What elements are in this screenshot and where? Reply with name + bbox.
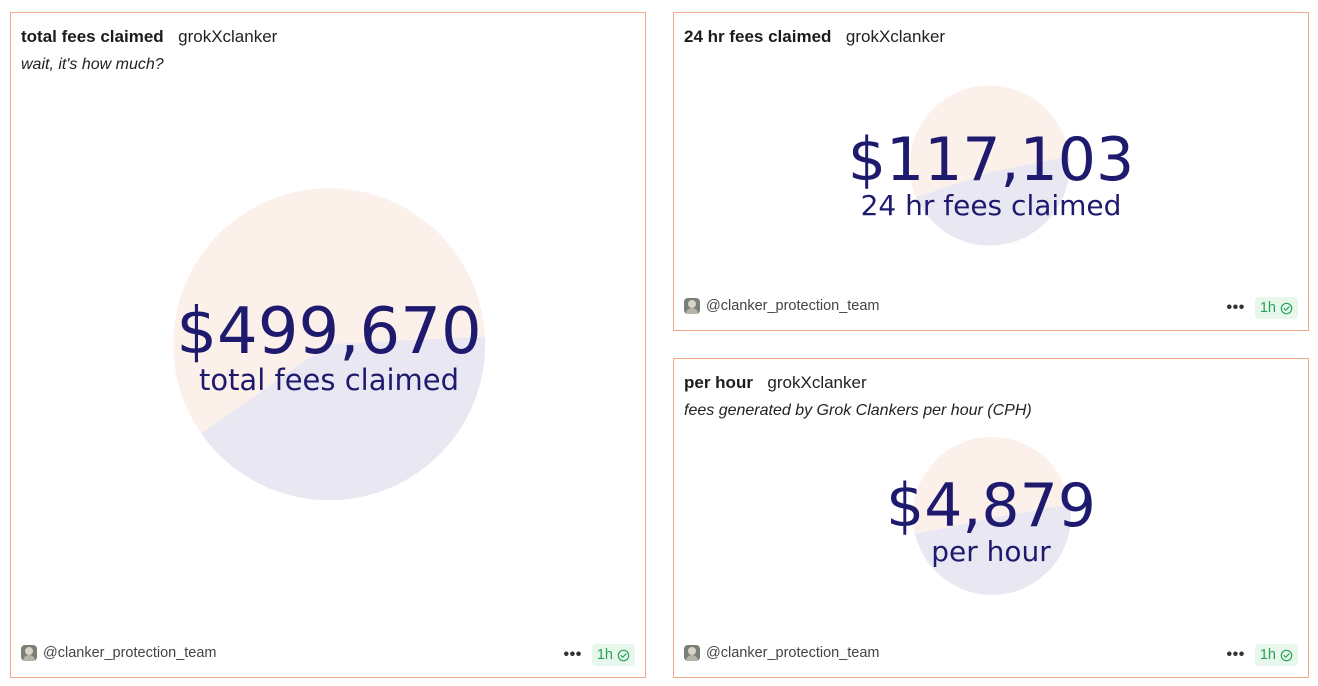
- counter-visual: $499,670 total fees claimed: [173, 188, 486, 501]
- author[interactable]: @clanker_protection_team: [684, 645, 880, 661]
- time-ago: 1h: [1259, 647, 1276, 663]
- big-number-label: per hour: [931, 535, 1051, 568]
- avatar: [21, 645, 37, 661]
- refresh-badge[interactable]: 1h: [1254, 644, 1298, 666]
- avatar: [684, 298, 700, 314]
- card-footer: @clanker_protection_team ••• 1h: [21, 643, 635, 667]
- big-number: $4,879: [886, 471, 1096, 541]
- author[interactable]: @clanker_protection_team: [684, 298, 880, 314]
- pie-slice-bottom: [201, 336, 486, 501]
- author-handle[interactable]: @clanker_protection_team: [43, 645, 217, 661]
- card-header: total fees claimed grokXclanker: [21, 27, 635, 47]
- card-footer: @clanker_protection_team ••• 1h: [684, 643, 1298, 667]
- time-ago: 1h: [1259, 300, 1276, 316]
- big-number-label: 24 hr fees claimed: [861, 189, 1122, 222]
- footer-actions: ••• 1h: [1227, 296, 1298, 320]
- counter-visual: $4,879 per hour: [886, 436, 1096, 595]
- more-options-button[interactable]: •••: [563, 646, 582, 663]
- avatar: [684, 645, 700, 661]
- pie-slice-top: [909, 85, 1069, 197]
- big-number-label: total fees claimed: [199, 363, 459, 397]
- card-24hr-fees: 24 hr fees claimed grokXclanker $117,103…: [673, 12, 1309, 331]
- big-number: $117,103: [848, 125, 1134, 195]
- footer-actions: ••• 1h: [1227, 643, 1298, 667]
- counter-visual: $117,103 24 hr fees claimed: [848, 85, 1134, 246]
- author-handle[interactable]: @clanker_protection_team: [706, 298, 880, 314]
- card-project[interactable]: grokXclanker: [767, 373, 867, 392]
- more-options-button[interactable]: •••: [1226, 646, 1245, 663]
- refresh-badge[interactable]: 1h: [1254, 297, 1298, 319]
- card-title[interactable]: per hour: [684, 373, 753, 392]
- card-footer: @clanker_protection_team ••• 1h: [684, 296, 1298, 320]
- card-title[interactable]: total fees claimed: [21, 27, 164, 46]
- card-header: per hour grokXclanker: [684, 373, 1298, 393]
- pie-slice-top: [912, 436, 1070, 534]
- more-options-button[interactable]: •••: [1226, 299, 1245, 316]
- card-title[interactable]: 24 hr fees claimed: [684, 27, 832, 46]
- author-handle[interactable]: @clanker_protection_team: [706, 645, 880, 661]
- card-total-fees: total fees claimed grokXclanker wait, it…: [10, 12, 646, 678]
- card-subtitle: fees generated by Grok Clankers per hour…: [684, 402, 1032, 419]
- card-project[interactable]: grokXclanker: [178, 27, 278, 46]
- pie-slice-bottom: [916, 156, 1070, 246]
- card-header: 24 hr fees claimed grokXclanker: [684, 27, 1298, 47]
- author[interactable]: @clanker_protection_team: [21, 645, 217, 661]
- card-project[interactable]: grokXclanker: [845, 27, 946, 46]
- big-number: $499,670: [176, 295, 481, 369]
- pie-slice-bottom: [915, 504, 1071, 595]
- card-per-hour: per hour grokXclanker fees generated by …: [673, 358, 1309, 678]
- check-circle-icon: [1280, 302, 1293, 314]
- refresh-badge[interactable]: 1h: [591, 644, 635, 666]
- card-subtitle: wait, it's how much?: [21, 56, 164, 73]
- check-circle-icon: [617, 649, 630, 661]
- footer-actions: ••• 1h: [564, 643, 635, 667]
- pie-slice-top: [173, 188, 486, 434]
- check-circle-icon: [1280, 649, 1293, 661]
- time-ago: 1h: [596, 647, 613, 663]
